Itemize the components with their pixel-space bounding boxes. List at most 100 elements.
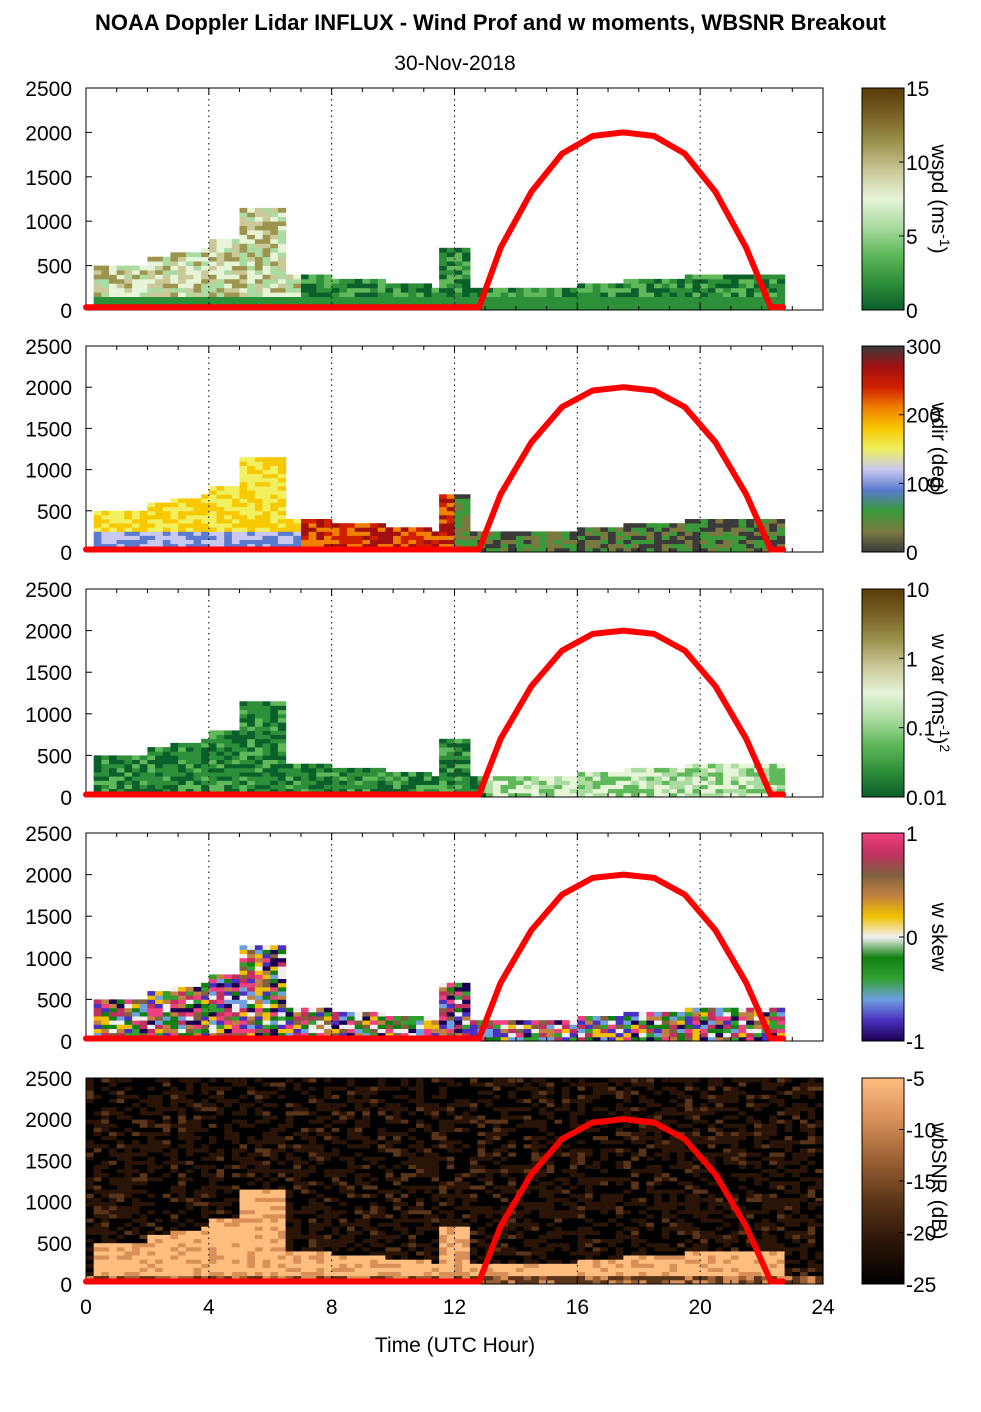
heatmap-cell	[615, 296, 624, 302]
heatmap-cell	[692, 1024, 701, 1029]
heatmap-cell	[270, 261, 279, 266]
heatmap-cell	[531, 776, 540, 781]
heatmap-cell	[262, 726, 271, 731]
heatmap-cell	[462, 991, 471, 996]
heatmap-cell	[185, 1094, 195, 1099]
heatmap-cell	[116, 1106, 125, 1112]
heatmap-cell	[247, 1090, 256, 1095]
heatmap-cell	[270, 747, 279, 752]
heatmap-cell	[454, 982, 463, 988]
heatmap-cell	[347, 788, 356, 794]
heatmap-cell	[339, 287, 348, 293]
heatmap-cell	[132, 1275, 141, 1281]
heatmap-cell	[585, 283, 594, 289]
heatmap-cell	[139, 1193, 148, 1198]
heatmap-cell	[546, 292, 555, 297]
heatmap-cell	[185, 1197, 195, 1202]
heatmap-cell	[270, 1082, 279, 1087]
heatmap-cell	[462, 982, 471, 988]
heatmap-cell	[178, 1011, 187, 1017]
heatmap-cell	[162, 1123, 172, 1128]
heatmap-cell	[193, 742, 202, 748]
heatmap-cell	[132, 1222, 141, 1227]
heatmap-cell	[216, 239, 225, 244]
heatmap-cell	[216, 490, 225, 495]
heatmap-cell	[316, 527, 325, 532]
heatmap-cell	[124, 265, 133, 271]
heatmap-cell	[239, 221, 248, 226]
heatmap-cell	[216, 283, 225, 289]
heatmap-cell	[109, 1181, 118, 1186]
heatmap-cell	[723, 780, 732, 785]
heatmap-cell	[393, 1028, 402, 1034]
heatmap-cell	[193, 1127, 202, 1132]
heatmap-cell	[231, 274, 241, 280]
heatmap-cell	[162, 788, 172, 794]
heatmap-cell	[277, 212, 287, 218]
heatmap-cell	[201, 755, 210, 760]
heatmap-cell	[193, 1205, 202, 1211]
heatmap-cell	[109, 1156, 118, 1161]
heatmap-cell	[270, 1246, 279, 1252]
heatmap-cell	[86, 1172, 95, 1178]
heatmap-cell	[224, 772, 233, 777]
heatmap-cell	[116, 1259, 125, 1264]
heatmap-cell	[147, 543, 156, 549]
heatmap-cell	[654, 527, 663, 532]
heatmap-cell	[247, 535, 256, 540]
heatmap-cell	[109, 772, 118, 777]
colorbar-bar	[861, 588, 905, 798]
heatmap-cell	[132, 1020, 141, 1025]
heatmap-cell	[669, 283, 678, 289]
heatmap-cell	[769, 278, 778, 284]
heatmap-cell	[623, 1011, 632, 1017]
heatmap-cell	[646, 539, 655, 545]
heatmap-cell	[101, 1197, 110, 1202]
heatmap-cell	[155, 1020, 164, 1025]
heatmap-cell	[93, 763, 102, 769]
heatmap-cell	[400, 1016, 410, 1021]
heatmap-cell	[139, 1172, 148, 1178]
heatmap-cell	[224, 1032, 233, 1038]
heatmap-cell	[285, 292, 294, 297]
heatmap-cell	[262, 1246, 271, 1252]
heatmap-cell	[193, 1020, 202, 1025]
heatmap-cell	[216, 788, 225, 794]
heatmap-cell	[101, 1090, 110, 1095]
heatmap-cell	[239, 1275, 248, 1281]
heatmap-cell	[116, 772, 125, 777]
colorbar-tick-label: 15	[906, 78, 929, 101]
heatmap-cell	[208, 1205, 218, 1211]
heatmap-cell	[654, 305, 663, 311]
heatmap-cell	[554, 292, 563, 297]
heatmap-cell	[577, 792, 586, 798]
heatmap-cell	[208, 1078, 218, 1083]
heatmap-cell	[155, 995, 164, 1000]
heatmap-cell	[508, 531, 517, 536]
heatmap-cell	[600, 1028, 609, 1034]
heatmap-cell	[93, 535, 102, 540]
heatmap-cell	[423, 780, 433, 785]
heatmap-cell	[423, 772, 433, 777]
heatmap-cell	[270, 510, 279, 516]
heatmap-wbsnr	[86, 1078, 824, 1285]
heatmap-cell	[293, 772, 302, 777]
heatmap-cell	[239, 1011, 248, 1017]
heatmap-cell	[400, 772, 410, 777]
heatmap-cell	[201, 514, 210, 520]
heatmap-cell	[231, 278, 241, 284]
heatmap-cell	[400, 535, 410, 540]
heatmap-cell	[746, 292, 755, 297]
heatmap-cell	[592, 780, 601, 785]
heatmap-cell	[723, 305, 732, 311]
heatmap-cell	[224, 991, 233, 996]
heatmap-cell	[109, 1214, 118, 1219]
heatmap-cell	[254, 1251, 264, 1256]
heatmap-cell	[231, 978, 241, 984]
heatmap-cell	[431, 301, 440, 306]
heatmap-cell	[231, 1238, 241, 1244]
heatmap-cell	[162, 1011, 172, 1017]
heatmap-cell	[408, 784, 417, 790]
heatmap-cell	[231, 292, 241, 297]
heatmap-cell	[185, 523, 195, 528]
